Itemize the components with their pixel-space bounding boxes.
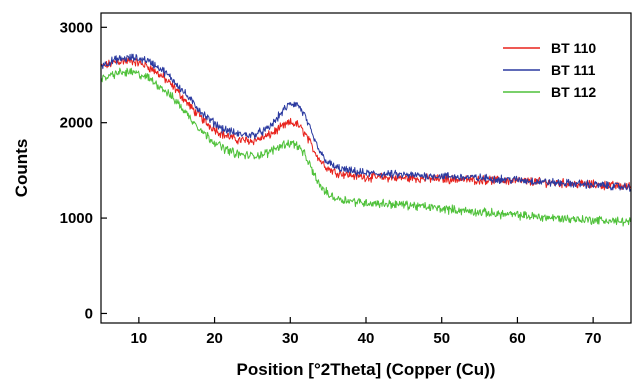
x-axis-label: Position [°2Theta] (Copper (Cu)) [237,360,496,379]
y-tick-label: 1000 [60,210,93,227]
x-tick-label: 50 [433,330,450,347]
y-tick-label: 3000 [60,19,93,36]
series-line-bt-112 [100,67,632,227]
legend-label-bt-110: BT 110 [551,40,596,56]
legend-label-bt-112: BT 112 [551,84,596,100]
x-tick-label: 60 [509,330,526,347]
series-layer [100,53,632,227]
y-tick-label: 2000 [60,115,93,132]
legend-label-bt-111: BT 111 [551,62,596,78]
plot-frame [100,12,632,324]
y-tick-label: 0 [85,305,93,322]
series-line-bt-111 [100,53,632,192]
x-tick-label: 10 [131,330,148,347]
y-axis-label: Counts [12,139,31,198]
x-tick-label: 30 [282,330,299,347]
legend: BT 110 BT 111 BT 112 [503,40,596,100]
ticks-layer: 10 20 30 40 50 60 70 0 1000 2000 3000 [60,19,602,347]
x-tick-label: 70 [585,330,602,347]
x-tick-label: 20 [206,330,223,347]
x-tick-label: 40 [358,330,375,347]
